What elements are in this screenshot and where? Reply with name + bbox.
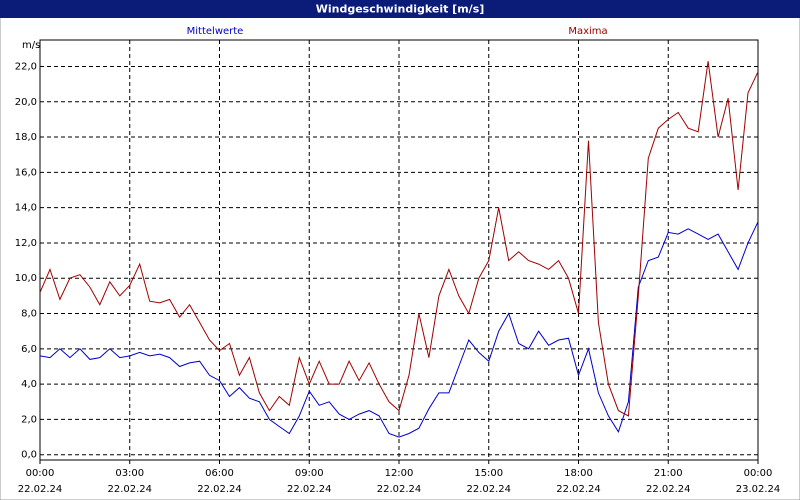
chart-title: Windgeschwindigkeit [m/s] [316, 3, 485, 16]
y-tick-label: 14,0 [15, 203, 37, 214]
y-tick-label: 0,0 [21, 450, 37, 461]
legend-label: Maxima [568, 26, 607, 37]
y-tick-label: 12,0 [15, 238, 37, 249]
legend-label: Mittelwerte [187, 26, 244, 37]
y-tick-label: 8,0 [21, 309, 37, 320]
y-tick-label: 22,0 [15, 61, 37, 72]
x-tick-label: 12:00 [385, 468, 414, 479]
x-tick-label: 18:00 [564, 468, 593, 479]
x-tick-label: 00:00 [744, 468, 773, 479]
title-bar [0, 0, 800, 18]
y-tick-label: 10,0 [15, 273, 37, 284]
y-tick-label: 16,0 [15, 167, 37, 178]
x-tick-date: 23.02.24 [736, 484, 781, 495]
x-tick-date: 22.02.24 [466, 484, 511, 495]
x-tick-label: 00:00 [26, 468, 55, 479]
y-tick-label: 4,0 [21, 379, 37, 390]
x-tick-date: 22.02.24 [197, 484, 242, 495]
x-tick-label: 15:00 [474, 468, 503, 479]
series-line [39, 61, 759, 417]
x-tick-date: 22.02.24 [646, 484, 691, 495]
y-axis-label: m/s [22, 40, 40, 51]
x-tick-label: 06:00 [205, 468, 234, 479]
x-tick-date: 22.02.24 [107, 484, 152, 495]
x-tick-date: 22.02.24 [287, 484, 332, 495]
x-tick-date: 22.02.24 [556, 484, 601, 495]
y-tick-label: 2,0 [21, 414, 37, 425]
series-line [39, 221, 759, 438]
x-tick-label: 03:00 [115, 468, 144, 479]
x-tick-date: 22.02.24 [18, 484, 63, 495]
y-tick-label: 6,0 [21, 344, 37, 355]
x-tick-label: 09:00 [295, 468, 324, 479]
x-tick-date: 22.02.24 [377, 484, 422, 495]
x-tick-label: 21:00 [654, 468, 683, 479]
y-tick-label: 18,0 [15, 132, 37, 143]
y-tick-label: 20,0 [15, 97, 37, 108]
